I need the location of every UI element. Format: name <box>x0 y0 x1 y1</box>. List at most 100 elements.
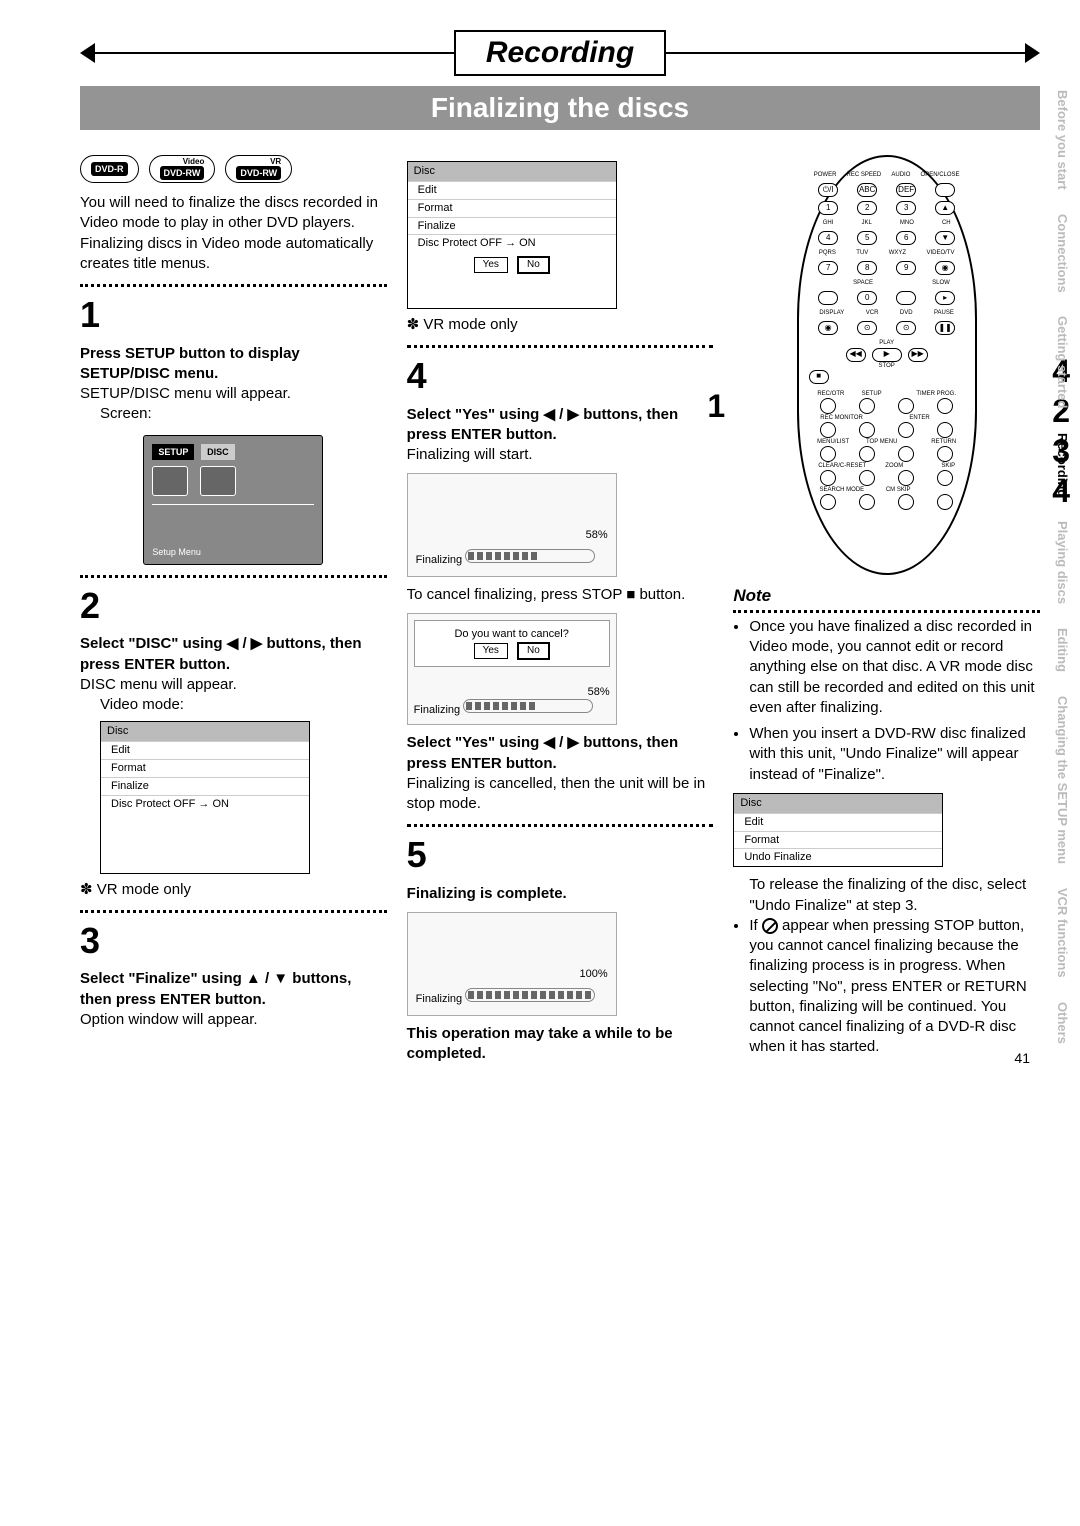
remote-button: 3 <box>896 201 916 215</box>
remote-button: ◉ <box>935 261 955 275</box>
badge-dvd-r: DVD-R <box>80 155 139 183</box>
menu-item: Format <box>734 831 942 849</box>
section-tab: Others <box>1051 992 1074 1054</box>
section-tabs: Before you startConnectionsGetting start… <box>1051 80 1074 1054</box>
remote-button <box>898 422 914 438</box>
menu-title: Disc <box>734 794 942 813</box>
remote-button: 8 <box>857 261 877 275</box>
no-button: No <box>517 642 550 660</box>
step-1-line1: SETUP/DISC menu will appear. <box>80 384 387 404</box>
play-label: PLAY <box>809 339 965 347</box>
step-3-heading: Select "Finalize" using ▲ / ▼ buttons, t… <box>80 969 387 1010</box>
step-2-line2: Video mode: <box>100 695 387 715</box>
stop-label: STOP <box>809 362 965 370</box>
remote-button: 2 <box>857 201 877 215</box>
remote-button <box>937 422 953 438</box>
divider <box>80 575 387 578</box>
release-text: To release the finalizing of the disc, s… <box>749 875 1040 916</box>
divider <box>407 824 714 827</box>
section-tab: Changing the SETUP menu <box>1051 686 1074 874</box>
progress-bar <box>465 549 595 563</box>
progress-pct: 58% <box>586 528 608 543</box>
play-button: ▶ <box>872 348 902 362</box>
progress-label: Finalizing <box>416 993 462 1005</box>
intro-p2: Finalizing discs in Video mode automatic… <box>80 234 387 275</box>
remote-label: TUV <box>856 249 868 257</box>
remote-label: VIDEO/TV <box>926 249 954 257</box>
badge-dvd-rw-video: VideoDVD-RW <box>149 155 216 183</box>
note-title: Note <box>733 585 1040 608</box>
remote-button <box>820 494 836 510</box>
note-item: If appear when pressing STOP button, you… <box>749 916 1040 1058</box>
remote-button: 0 <box>857 291 877 305</box>
remote-button <box>859 398 875 414</box>
cancel-prompt: Do you want to cancel? <box>421 627 603 642</box>
disc-menu-1: Disc Edit Format Finalize Disc Protect O… <box>100 721 310 873</box>
step-4-line1: Finalizing will start. <box>407 445 714 465</box>
remote-button <box>820 398 836 414</box>
remote-button <box>935 183 955 197</box>
remote-label: RETURN <box>931 438 956 446</box>
menu-item: Edit <box>734 813 942 831</box>
remote-label: MNO <box>900 219 914 227</box>
remote-button <box>937 398 953 414</box>
step-1-heading: Press SETUP button to display SETUP/DISC… <box>80 344 387 385</box>
remote-label: TOP MENU <box>866 438 897 446</box>
remote-label: TIMER PROG. <box>916 390 956 398</box>
section-tab: Before you start <box>1051 80 1074 200</box>
menu-item: Edit <box>101 741 309 759</box>
header-line-left <box>93 52 454 54</box>
finalizing-progress-2: 100% Finalizing <box>407 912 617 1016</box>
step-3-line1: Option window will appear. <box>80 1010 387 1030</box>
remote-label: PAUSE <box>934 309 954 317</box>
step-2-line1: DISC menu will appear. <box>80 675 387 695</box>
cancel-text: To cancel finalizing, press STOP ■ butto… <box>407 585 714 605</box>
remote-label: ENTER <box>909 414 929 422</box>
divider <box>80 284 387 287</box>
step-4-number: 4 <box>407 352 714 401</box>
header-line-right <box>666 52 1027 54</box>
yes-button: Yes <box>474 257 508 273</box>
section-tab: Recording <box>1051 423 1074 507</box>
disc-menu-2: Disc Edit Format Finalize Disc Protect O… <box>407 161 617 309</box>
remote-label: REC/OTR <box>817 390 844 398</box>
step-2-heading: Select "DISC" using ◀ / ▶ buttons, then … <box>80 634 387 675</box>
step-5-heading: Finalizing is complete. <box>407 884 714 904</box>
divider <box>80 910 387 913</box>
remote-button: ▲ <box>935 201 955 215</box>
remote-label: SLOW <box>932 279 950 287</box>
vr-only-note: ✽ VR mode only <box>80 880 387 900</box>
column-1: DVD-R VideoDVD-RW VRDVD-RW You will need… <box>80 155 387 1064</box>
remote-label: REC MONITOR <box>820 414 863 422</box>
progress-pct: 58% <box>414 685 610 700</box>
remote-button <box>859 422 875 438</box>
remote-label: JKL <box>861 219 871 227</box>
badge-dvd-rw-vr: VRDVD-RW <box>225 155 292 183</box>
remote-button: ⊙ <box>857 321 877 335</box>
remote-button <box>820 470 836 486</box>
header-decoration: Recording <box>80 30 1040 76</box>
remote-button <box>898 446 914 462</box>
page-title: Recording <box>454 30 666 76</box>
step-4-heading2: Select "Yes" using ◀ / ▶ buttons, then p… <box>407 733 714 774</box>
note-item: Once you have finalized a disc recorded … <box>749 617 1040 718</box>
setup-tab-setup: SETUP <box>152 444 194 460</box>
undo-finalize-menu: Disc Edit Format Undo Finalize <box>733 793 943 867</box>
remote-button: 6 <box>896 231 916 245</box>
finalizing-progress-1: 58% Finalizing <box>407 473 617 577</box>
menu-item: Edit <box>408 181 616 199</box>
remote-label: DVD <box>900 309 913 317</box>
cancel-dialog: Do you want to cancel? Yes No 58% Finali… <box>407 613 617 725</box>
side-step-1: 1 <box>707 385 725 428</box>
remote-button: 4 <box>818 231 838 245</box>
remote-button <box>937 446 953 462</box>
remote-label: CM SKIP <box>886 486 911 494</box>
setup-icon-2 <box>200 466 236 496</box>
step-1-number: 1 <box>80 291 387 340</box>
ff-button: ▶▶ <box>908 348 928 362</box>
step-5-number: 5 <box>407 831 714 880</box>
remote-button: ◉ <box>818 321 838 335</box>
arrow-right <box>1025 43 1040 63</box>
menu-item: Undo Finalize <box>734 848 942 866</box>
setup-footer-text: Setup Menu <box>152 546 201 558</box>
